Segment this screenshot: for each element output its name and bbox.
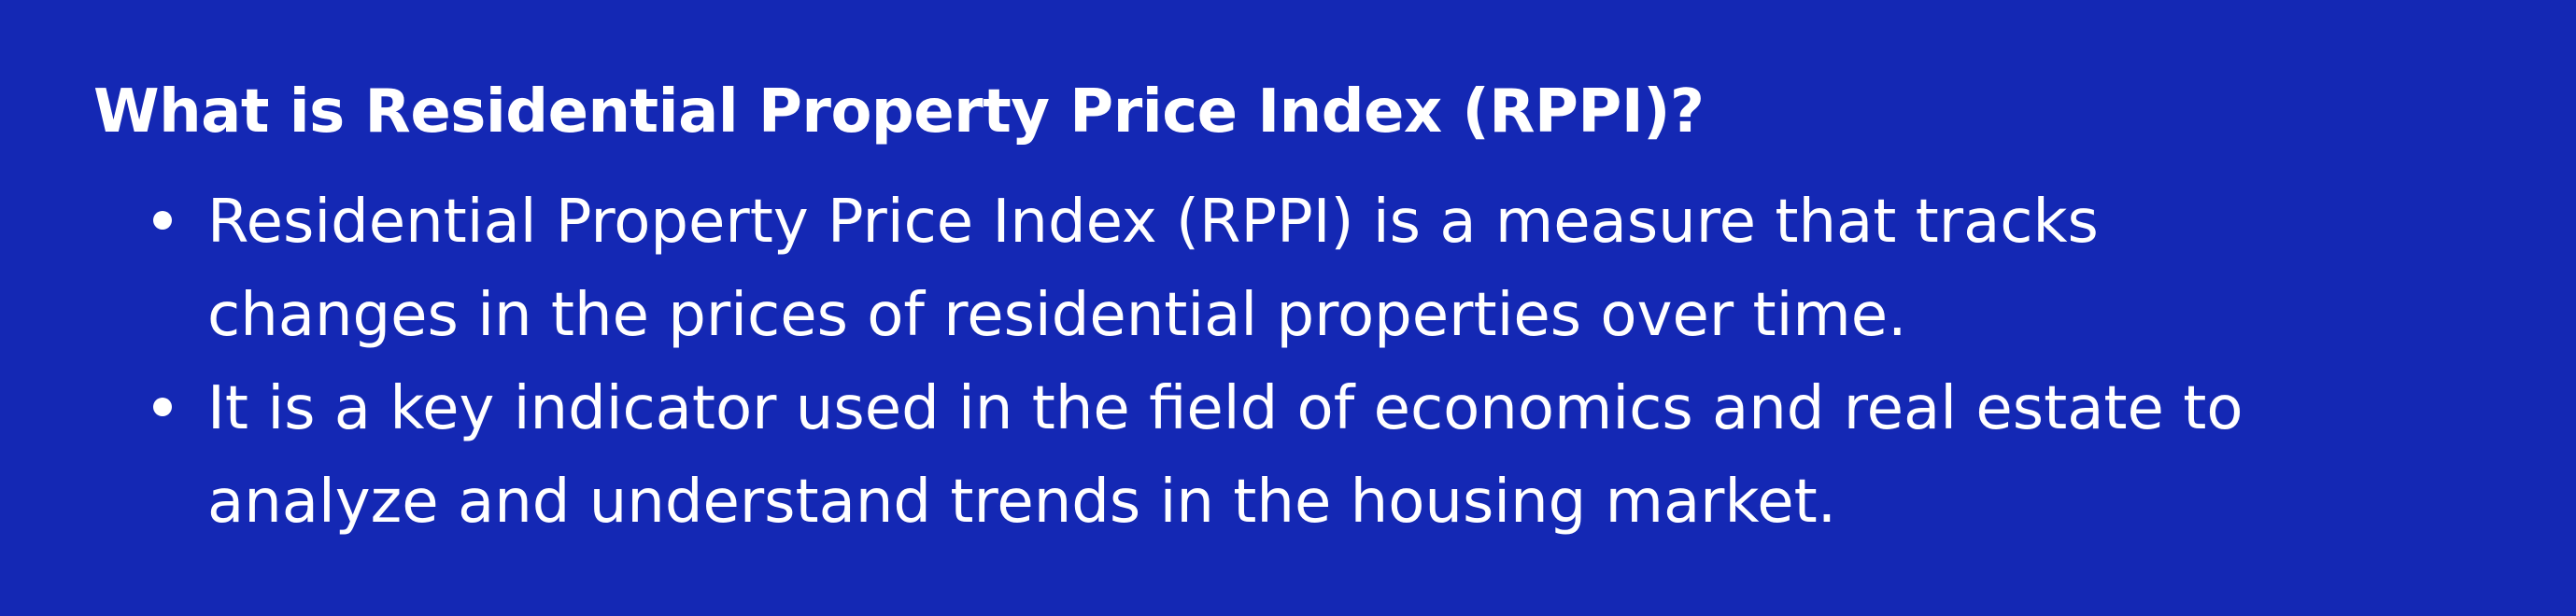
list-item-text-line: analyze and understand trends in the hou… bbox=[207, 468, 1837, 537]
bullet-list: Residential Property Price Index (RPPI) … bbox=[93, 175, 2576, 549]
list-item: Residential Property Price Index (RPPI) … bbox=[93, 175, 2484, 362]
bullet-dot-icon bbox=[153, 398, 172, 416]
bullet-dot-icon bbox=[153, 211, 172, 230]
page-title: What is Residential Property Price Index… bbox=[93, 77, 1705, 147]
list-item-text-line: changes in the prices of residential pro… bbox=[207, 281, 1907, 350]
list-item: It is a key indicator used in the field … bbox=[93, 362, 2484, 549]
list-item-text-line: It is a key indicator used in the field … bbox=[207, 374, 2243, 443]
list-item-text-line: Residential Property Price Index (RPPI) … bbox=[207, 188, 2099, 257]
